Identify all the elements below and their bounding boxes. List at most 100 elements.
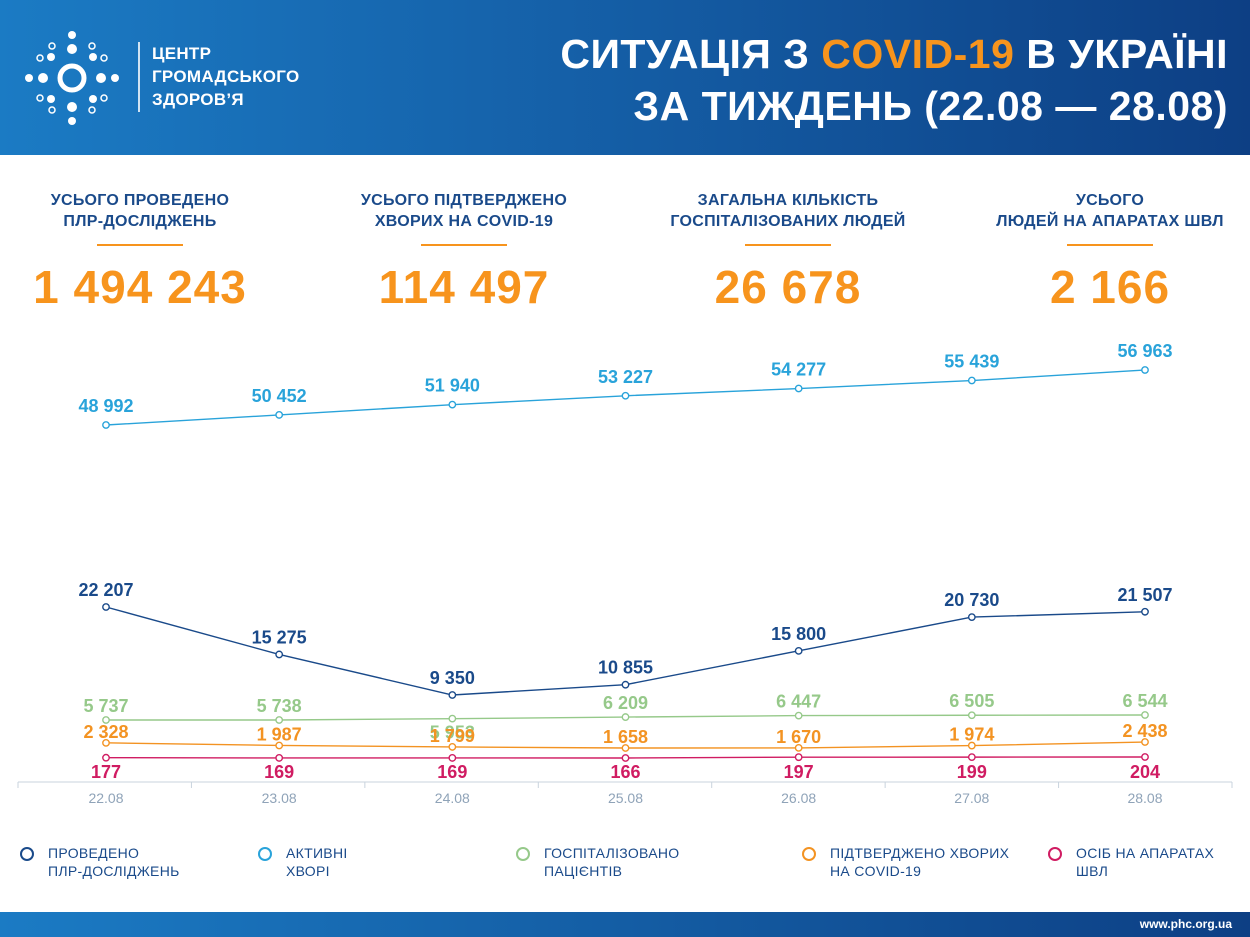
logo-line-2: ГРОМАДСЬКОГО bbox=[152, 67, 300, 86]
data-point bbox=[621, 744, 630, 752]
data-label: 1 987 bbox=[257, 724, 302, 744]
data-label: 20 730 bbox=[944, 590, 999, 610]
legend-label-line-1: ОСІБ НА АПАРАТАХ bbox=[1076, 845, 1215, 861]
kpi-ventilators: УСЬОГО ЛЮДЕЙ НА АПАРАТАХ ШВЛ 2 166 bbox=[960, 190, 1250, 314]
data-label: 5 953 bbox=[430, 723, 475, 743]
line-chart: 22.08 23.08 24.08 25.08 26.08 27.08 28.08 48 99… bbox=[17, 341, 1233, 806]
kpi-label-line-2: ГОСПІТАЛІЗОВАНИХ ЛЮДЕЙ bbox=[670, 213, 906, 230]
data-label: 6 447 bbox=[776, 692, 821, 712]
data-point bbox=[1141, 711, 1149, 719]
data-label: 5 737 bbox=[83, 696, 128, 716]
data-label: 169 bbox=[437, 762, 467, 782]
x-tick-label: 28.08 bbox=[1127, 790, 1162, 806]
legend-label-line-1: ГОСПІТАЛІЗОВАНО bbox=[544, 845, 680, 861]
legend-label-line-2: ПАЦІЄНТІВ bbox=[544, 863, 623, 879]
kpi-label-line-2: ХВОРИХ НА COVID-19 bbox=[374, 213, 554, 230]
data-label: 50 452 bbox=[252, 386, 307, 406]
legend-marker-icon bbox=[802, 847, 816, 861]
kpi-label-line-1: УСЬОГО ПІДТВЕРДЖЕНО bbox=[360, 192, 568, 209]
x-tick-label: 27.08 bbox=[954, 790, 989, 806]
data-point bbox=[448, 754, 457, 762]
data-point bbox=[102, 603, 110, 611]
kpi-value: 2 166 bbox=[1049, 261, 1171, 313]
legend-label: ПРОВЕДЕНО ПЛР-ДОСЛІДЖЕНЬ bbox=[48, 844, 180, 880]
logo-wordmark: ЦЕНТР ГРОМАДСЬКОГО ЗДОРОВ’Я bbox=[152, 42, 300, 111]
kpi-pcr-tests: УСЬОГО ПРОВЕДЕНО ПЛР-ДОСЛІДЖЕНЬ 1 494 243 bbox=[0, 190, 290, 314]
data-point bbox=[102, 421, 110, 429]
data-label: 1 658 bbox=[603, 727, 648, 747]
data-point bbox=[967, 376, 976, 385]
data-label: 5 738 bbox=[257, 696, 302, 716]
data-point bbox=[794, 744, 803, 752]
data-point bbox=[794, 753, 803, 762]
data-label: 199 bbox=[957, 762, 987, 782]
page-title: СИТУАЦІЯ З COVID-19 В УКРАЇНІ ЗА ТИЖДЕНЬ… bbox=[560, 28, 1228, 132]
data-label: 1 670 bbox=[776, 727, 821, 747]
kpi-value: 1 494 243 bbox=[33, 261, 247, 313]
legend-label-line-1: ПІДТВЕРДЖЕНО ХВОРИХ bbox=[830, 845, 1010, 861]
data-point bbox=[621, 680, 630, 689]
title-line-1: СИТУАЦІЯ З COVID-19 В УКРАЇНІ bbox=[560, 28, 1228, 80]
title-pre: СИТУАЦІЯ З bbox=[560, 31, 822, 77]
data-point bbox=[967, 711, 976, 720]
data-point bbox=[102, 716, 110, 724]
data-point bbox=[1141, 738, 1149, 746]
header-banner: ЦЕНТР ГРОМАДСЬКОГО ЗДОРОВ’Я СИТУАЦІЯ З C… bbox=[0, 0, 1250, 155]
data-point bbox=[275, 741, 284, 750]
logo-line-1: ЦЕНТР bbox=[152, 44, 212, 63]
kpi-label: УСЬОГО ПРОВЕДЕНО ПЛР-ДОСЛІДЖЕНЬ bbox=[0, 190, 290, 232]
kpi-value: 114 497 bbox=[378, 261, 550, 313]
title-accent: COVID-19 bbox=[821, 31, 1015, 77]
data-label: 22 207 bbox=[78, 580, 133, 600]
data-point bbox=[102, 753, 110, 762]
legend-marker-icon bbox=[258, 847, 272, 861]
data-point bbox=[448, 743, 457, 751]
kpi-confirmed-cases: УСЬОГО ПІДТВЕРДЖЕНО ХВОРИХ НА COVID-19 11… bbox=[314, 190, 614, 314]
data-point bbox=[794, 646, 803, 655]
data-label: 15 800 bbox=[771, 624, 826, 644]
data-point bbox=[621, 391, 630, 400]
data-label: 48 992 bbox=[78, 396, 133, 416]
legend-label-line-2: ПЛР-ДОСЛІДЖЕНЬ bbox=[48, 863, 180, 879]
data-label: 6 544 bbox=[1122, 691, 1167, 711]
logo-icon bbox=[25, 31, 119, 125]
legend-marker-icon bbox=[1048, 847, 1062, 861]
data-point bbox=[1141, 753, 1149, 761]
data-label: 53 227 bbox=[598, 367, 653, 387]
x-tick-label: 25.08 bbox=[608, 790, 643, 806]
legend-label-line-2: ШВЛ bbox=[1076, 863, 1109, 879]
data-point bbox=[275, 754, 284, 762]
kpi-divider bbox=[97, 244, 183, 246]
data-point bbox=[448, 400, 457, 409]
data-point bbox=[275, 650, 284, 659]
footer-bar: www.phc.org.ua bbox=[0, 912, 1250, 937]
title-post: В УКРАЇНІ bbox=[1014, 31, 1228, 77]
data-point bbox=[794, 384, 803, 393]
data-label: 177 bbox=[91, 762, 121, 782]
data-label: 6 505 bbox=[949, 691, 994, 711]
legend-label: ОСІБ НА АПАРАТАХ ШВЛ bbox=[1076, 844, 1214, 880]
legend-label-line-2: НА COVID-19 bbox=[830, 863, 922, 879]
legend-label: ПІДТВЕРДЖЕНО ХВОРИХ НА COVID-19 bbox=[830, 844, 1009, 880]
x-tick-label: 23.08 bbox=[262, 790, 297, 806]
kpi-label-line-1: УСЬОГО ПРОВЕДЕНО bbox=[50, 192, 230, 209]
data-label: 204 bbox=[1130, 762, 1160, 782]
data-point bbox=[967, 741, 976, 750]
kpi-label: ЗАГАЛЬНА КІЛЬКІСТЬ ГОСПІТАЛІЗОВАНИХ ЛЮДЕЙ bbox=[638, 190, 938, 232]
kpi-label: УСЬОГО ЛЮДЕЙ НА АПАРАТАХ ШВЛ bbox=[960, 190, 1250, 232]
data-point bbox=[275, 716, 284, 724]
data-point bbox=[794, 711, 803, 720]
data-label: 55 439 bbox=[944, 352, 999, 372]
data-label: 21 507 bbox=[1117, 585, 1172, 605]
kpi-divider bbox=[1067, 244, 1153, 246]
kpi-divider bbox=[745, 244, 831, 246]
legend-label-line-2: ХВОРІ bbox=[286, 863, 330, 879]
data-label: 169 bbox=[264, 762, 294, 782]
data-point bbox=[1141, 366, 1149, 374]
x-tick-label: 24.08 bbox=[435, 790, 470, 806]
legend-marker-icon bbox=[20, 847, 34, 861]
footer-url-link[interactable]: www.phc.org.ua bbox=[1139, 917, 1232, 931]
kpi-value: 26 678 bbox=[714, 261, 862, 313]
x-tick-label: 22.08 bbox=[88, 790, 123, 806]
data-label: 9 350 bbox=[430, 668, 475, 688]
